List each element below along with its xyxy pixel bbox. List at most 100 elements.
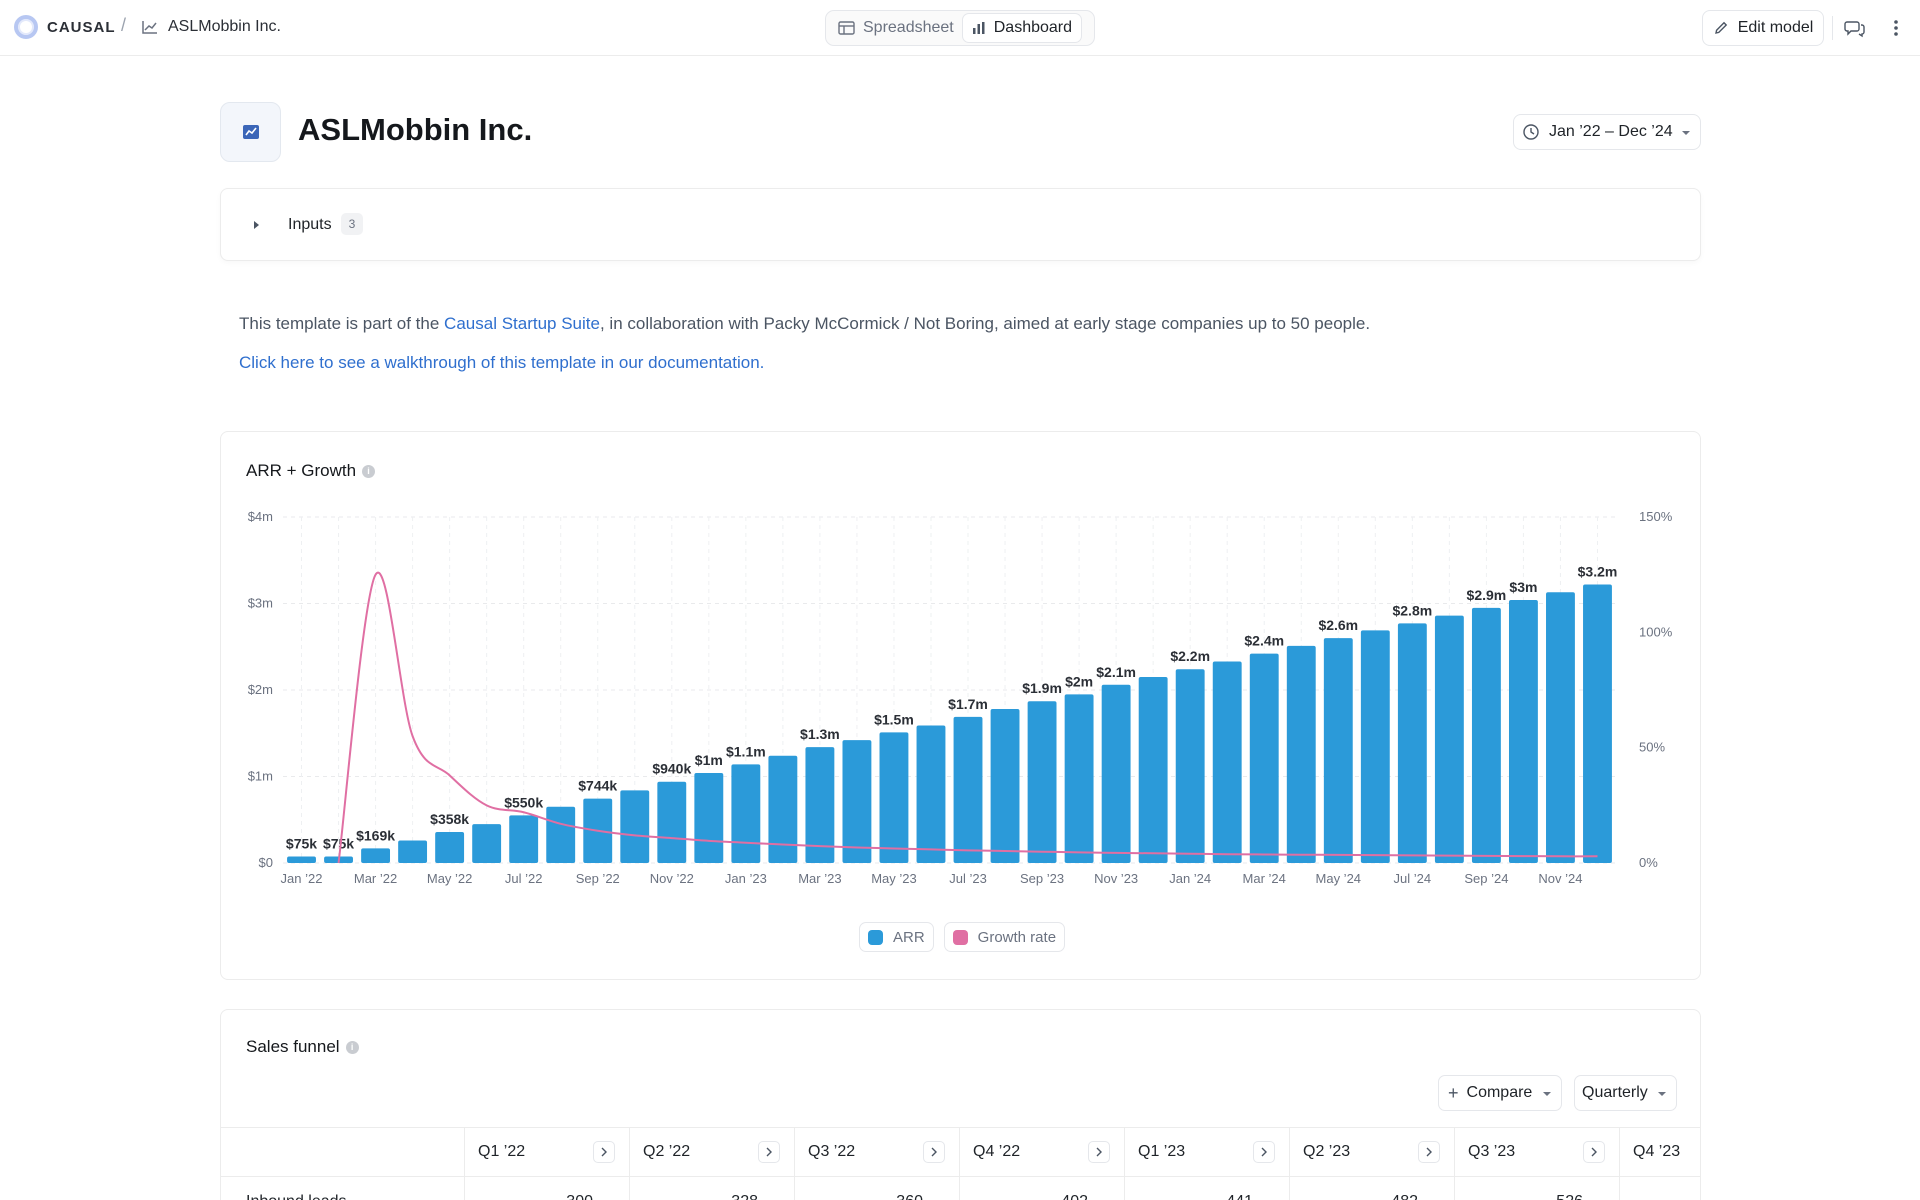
expand-column-icon[interactable] (923, 1141, 945, 1163)
expand-column-icon[interactable] (1583, 1141, 1605, 1163)
edit-model-button[interactable]: Edit model (1702, 10, 1824, 46)
data-label: $358k (430, 811, 469, 827)
arr-bar (1583, 584, 1612, 863)
table-cell[interactable]: 300 (464, 1177, 629, 1200)
column-header-label: Q1 ’23 (1138, 1143, 1186, 1160)
more-options-button[interactable] (1886, 16, 1906, 40)
x-tick-label: Sep ’22 (576, 871, 620, 886)
x-tick-label: May ’24 (1316, 871, 1362, 886)
data-label: $744k (578, 778, 617, 794)
y-right-tick-label: 0% (1639, 855, 1658, 870)
x-tick-label: Nov ’22 (650, 871, 694, 886)
y-tick-label: $2m (248, 682, 273, 697)
arr-bar (805, 747, 835, 863)
tab-spreadsheet-label: Spreadsheet (863, 19, 954, 36)
table-cell[interactable]: 441 (1124, 1177, 1289, 1200)
info-icon[interactable]: i (362, 464, 376, 478)
comments-icon (1844, 21, 1865, 38)
table-cell[interactable] (1619, 1177, 1700, 1200)
legend-item-arr[interactable]: ARR (859, 922, 934, 952)
data-label: $2.2m (1170, 648, 1210, 664)
arr-bar (546, 806, 576, 863)
expand-column-icon[interactable] (758, 1141, 780, 1163)
expand-column-icon[interactable] (1253, 1141, 1275, 1163)
column-header[interactable]: Q3 ’23 (1454, 1128, 1619, 1178)
x-tick-label: Jul ’24 (1394, 871, 1432, 886)
arr-bar (1249, 653, 1279, 863)
arr-bar (916, 725, 946, 863)
x-tick-label: Nov ’23 (1094, 871, 1138, 886)
tab-dashboard[interactable]: Dashboard (962, 14, 1082, 42)
chevron-right-icon[interactable] (254, 221, 259, 229)
data-label: $2m (1065, 673, 1093, 689)
breadcrumb-model[interactable]: ASLMobbin Inc. (141, 18, 281, 36)
funnel-title: Sales funnel (246, 1037, 340, 1056)
arr-bar (1175, 669, 1205, 863)
legend-item-growth-rate[interactable]: Growth rate (943, 922, 1066, 952)
cell-value: 441 (1226, 1193, 1253, 1200)
data-label: $2.4m (1244, 633, 1284, 649)
column-header-label: Q2 ’23 (1303, 1143, 1351, 1160)
tab-spreadsheet[interactable]: Spreadsheet (829, 14, 963, 42)
view-switcher: Spreadsheet Dashboard (825, 10, 1095, 46)
arr-bar (1434, 615, 1464, 863)
column-header[interactable]: Q1 ’23 (1124, 1128, 1289, 1178)
edit-model-label: Edit model (1737, 19, 1814, 36)
table-cell[interactable]: 328 (629, 1177, 794, 1200)
breadcrumb-separator: / (121, 15, 127, 35)
column-header[interactable]: Q3 ’22 (794, 1128, 959, 1178)
model-name: ASLMobbin Inc. (168, 18, 281, 35)
expand-column-icon[interactable] (1088, 1141, 1110, 1163)
arr-bar (1360, 630, 1390, 863)
x-tick-label: Mar ’22 (354, 871, 397, 886)
arr-bar (361, 848, 391, 863)
column-header[interactable]: Q1 ’22 (464, 1128, 629, 1178)
data-label: $75k (286, 836, 317, 852)
date-range-label: Jan ’22 – Dec ’24 (1549, 123, 1673, 140)
column-header[interactable]: Q4 ’22 (959, 1128, 1124, 1178)
column-header-label: Q2 ’22 (643, 1143, 691, 1160)
column-header-label: Q3 ’23 (1468, 1143, 1516, 1160)
x-tick-label: Jan ’23 (725, 871, 767, 886)
arr-bar (1064, 694, 1094, 863)
column-header[interactable]: Q2 ’22 (629, 1128, 794, 1178)
page-icon[interactable] (220, 102, 281, 162)
table-cell[interactable]: 526 (1454, 1177, 1619, 1200)
sales-funnel-card: Sales funnel i + Compare Quarterly Q1 ’2… (220, 1009, 1701, 1200)
causal-startup-suite-link[interactable]: Causal Startup Suite (444, 314, 600, 333)
template-description: This template is part of the Causal Star… (239, 314, 1370, 334)
data-label: $75k (323, 836, 354, 852)
data-label: $940k (652, 761, 691, 777)
cell-value: 402 (1061, 1193, 1088, 1200)
date-range-picker[interactable]: Jan ’22 – Dec ’24 (1513, 114, 1701, 150)
causal-logo[interactable]: CAUSAL (14, 15, 116, 39)
info-icon[interactable]: i (345, 1040, 359, 1054)
expand-column-icon[interactable] (1418, 1141, 1440, 1163)
column-header[interactable]: Q2 ’23 (1289, 1128, 1454, 1178)
data-label: $2.9m (1467, 587, 1507, 603)
cell-value: 526 (1556, 1193, 1583, 1200)
inputs-panel[interactable]: Inputs 3 (220, 188, 1701, 261)
clock-icon (1523, 124, 1539, 140)
documentation-link[interactable]: Click here to see a walkthrough of this … (239, 353, 765, 372)
top-bar: CAUSAL / ASLMobbin Inc. Spreadsheet Dash… (0, 0, 1920, 56)
data-label: $1.9m (1022, 680, 1062, 696)
chart-legend: ARR Growth rate (859, 922, 1066, 952)
arr-bar (1323, 638, 1353, 863)
table-cell[interactable]: 482 (1289, 1177, 1454, 1200)
table-cell[interactable]: 402 (959, 1177, 1124, 1200)
expand-column-icon[interactable] (593, 1141, 615, 1163)
toolbar-divider (1832, 16, 1833, 40)
arr-bar (842, 740, 872, 863)
arr-growth-chart: $0$1m$2m$3m$4m0%50%100%150%$75k $75k$169k… (248, 509, 1673, 886)
arr-bar (694, 773, 724, 863)
x-tick-label: Sep ’24 (1464, 871, 1508, 886)
period-select[interactable]: Quarterly (1574, 1075, 1677, 1111)
comments-button[interactable] (1842, 16, 1868, 40)
table-cell[interactable]: 360 (794, 1177, 959, 1200)
compare-button[interactable]: + Compare (1438, 1075, 1562, 1111)
y-tick-label: $4m (248, 509, 273, 524)
column-header[interactable]: Q4 ’23 (1619, 1128, 1700, 1178)
legend-swatch-arr (868, 929, 883, 945)
cell-value: 360 (896, 1193, 923, 1200)
